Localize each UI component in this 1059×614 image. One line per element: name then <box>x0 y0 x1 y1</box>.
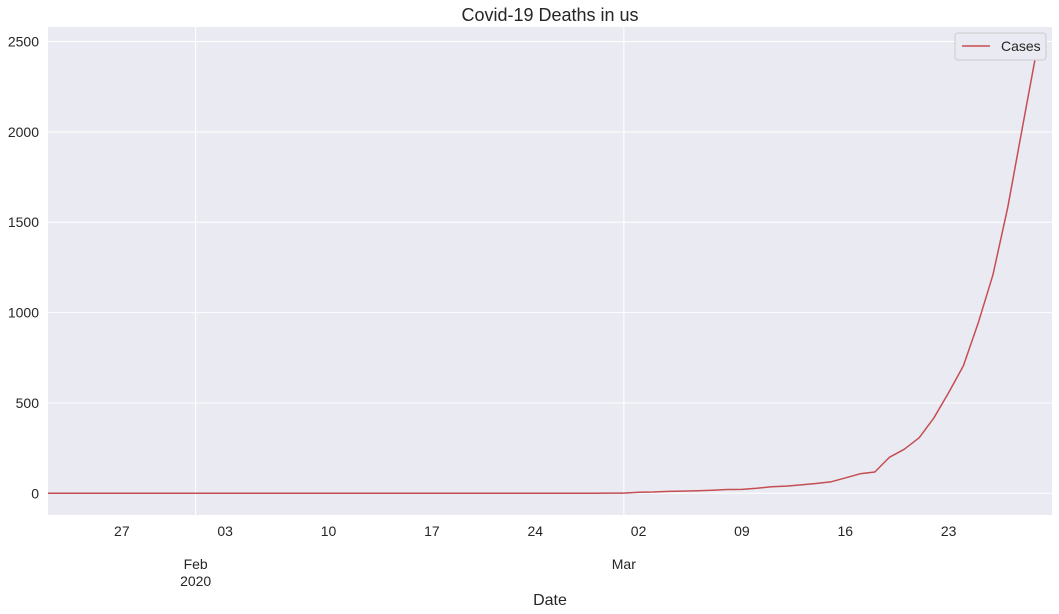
y-tick-label: 2500 <box>8 33 39 49</box>
legend-label-cases: Cases <box>1001 38 1041 54</box>
x-major-tick-label: Feb <box>184 556 208 572</box>
series-layer <box>48 47 1038 495</box>
x-minor-tick-label: 03 <box>217 523 233 539</box>
y-tick-label: 2000 <box>8 124 39 140</box>
x-minor-tick-label: 02 <box>631 523 647 539</box>
plot-area <box>48 27 1052 515</box>
x-minor-tick-label: 10 <box>321 523 337 539</box>
x-minor-tick-label: 23 <box>941 523 957 539</box>
y-tick-label: 1500 <box>8 214 39 230</box>
x-minor-tick-label: 27 <box>114 523 130 539</box>
chart-title: Covid-19 Deaths in us <box>461 5 638 25</box>
y-tick-label: 0 <box>31 485 39 501</box>
x-minor-tick-label: 24 <box>527 523 543 539</box>
x-minor-tick-label: 17 <box>424 523 440 539</box>
grid <box>48 27 1052 515</box>
x-minor-tick-label: 09 <box>734 523 750 539</box>
x-major-tick-sublabel: 2020 <box>180 573 211 589</box>
x-major-tick-label: Mar <box>612 556 636 572</box>
series-line-cases <box>48 47 1038 495</box>
y-tick-label: 1000 <box>8 305 39 321</box>
y-tick-label: 500 <box>16 395 40 411</box>
x-minor-tick-label: 16 <box>838 523 854 539</box>
legend: Cases <box>954 32 1047 61</box>
x-axis-label: Date <box>533 592 567 609</box>
legend-box <box>954 32 1047 61</box>
